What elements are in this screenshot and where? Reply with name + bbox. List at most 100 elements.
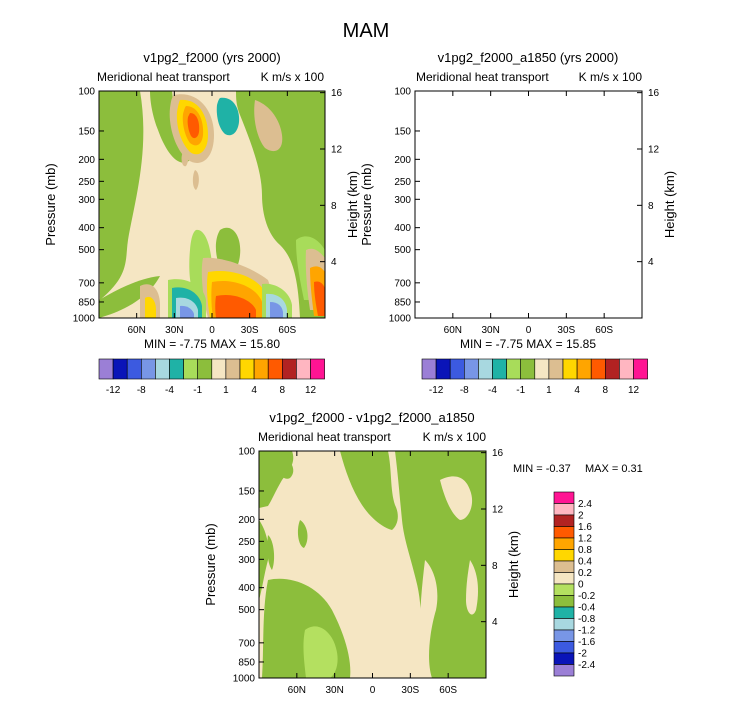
panel-2-region-green-lowwest xyxy=(415,276,476,318)
panel-2-colorbar-label: 12 xyxy=(628,385,640,396)
panel-2-field xyxy=(415,91,642,318)
panel-2-colorbar-swatch xyxy=(619,358,634,380)
panel-3-region-lightgreen-low xyxy=(303,626,338,678)
panel-1-colorbar-swatch xyxy=(155,358,170,380)
panel-3-colorbar-label: 0.8 xyxy=(578,545,592,556)
panel-2-region-lightgreen-polar xyxy=(612,236,642,300)
panel-2-frame xyxy=(414,90,643,319)
panel-3-colorbar-label: -2 xyxy=(578,649,587,660)
panel-1-colorbar-swatch xyxy=(183,358,199,380)
panel-1-ytick-label: 300 xyxy=(78,195,95,206)
panel-3-colorbar-swatch xyxy=(553,595,575,608)
panel-3-colorbar-label: 0 xyxy=(578,580,584,591)
panel-2-xtick-label: 60N xyxy=(444,325,462,336)
panel-1-region-red-surface xyxy=(215,294,256,318)
panel-2-region-orange-polar xyxy=(626,266,642,316)
panel-3-htick-label: 4 xyxy=(492,617,498,628)
panel-1-ylabel-right: Height (km) xyxy=(345,171,360,238)
panel-3-region-tan-east3 xyxy=(466,560,478,615)
panel-1-colorbar-label: 12 xyxy=(305,385,317,396)
panel-1-colorbar-swatch xyxy=(296,358,311,380)
panel-2-region-tan-polar xyxy=(622,249,642,310)
panel-1-colorbar-swatch xyxy=(310,358,325,380)
panel-2-region-orange-surface xyxy=(527,281,578,318)
panel-3-colorbar-label: -0.4 xyxy=(578,603,596,614)
panel-2-colorbar-swatch xyxy=(435,358,451,380)
panel-3-colorbar-label: -0.8 xyxy=(578,614,596,625)
panel-2-htick-label: 8 xyxy=(648,201,654,212)
panel-3-ytick-label: 100 xyxy=(238,447,255,458)
panel-1-xtick-label: 60N xyxy=(127,325,145,336)
panel-1-ytick-label: 150 xyxy=(78,126,95,137)
panel-1-ytick-label: 1000 xyxy=(73,314,96,325)
panel-1-colorbar-swatch xyxy=(225,358,241,380)
panel-3-colorbar-label: 1.6 xyxy=(578,522,592,533)
panel-3-stats-max: MAX = 0.31 xyxy=(585,463,643,475)
panel-2-region-tan-spot xyxy=(498,152,505,167)
panel-3-colorbar-swatch xyxy=(553,572,575,585)
panel-2-region-lightblue-sfc2 xyxy=(582,294,603,318)
panel-3-colorbar-label: 2.4 xyxy=(578,499,592,510)
panel-1-subtitle-right: K m/s x 100 xyxy=(261,70,325,84)
panel-1-htick-label: 12 xyxy=(331,144,343,155)
panel-2-background xyxy=(415,91,642,318)
panel-2-ytick-label: 1000 xyxy=(389,314,412,325)
panel-3-field xyxy=(259,451,486,678)
panel-3: v1pg2_f2000 - v1pg2_f2000_a1850 Meridion… xyxy=(203,410,643,696)
panel-3-ytick-label: 850 xyxy=(238,657,255,668)
panel-1-colorbar-swatch xyxy=(169,358,184,380)
panel-2-stats: MIN = -7.75 MAX = 15.85 xyxy=(460,337,596,351)
panel-3-xtick-label: 30N xyxy=(325,685,343,696)
panel-3-colorbar-swatch xyxy=(553,514,575,527)
panel-1-colorbar-label: -8 xyxy=(137,385,146,396)
panel-2-ylabel: Pressure (mb) xyxy=(359,163,374,245)
panel-3-region-green-spot1 xyxy=(278,455,294,479)
panel-3-colorbar-swatch xyxy=(553,664,575,677)
panel-2-region-green-east xyxy=(552,91,642,318)
panel-1-colorbar-swatch xyxy=(141,358,156,380)
panel-2-region-teal-jet xyxy=(533,98,555,135)
panel-1-htick-label: 8 xyxy=(331,201,337,212)
panel-2-region-lightgreen-sfc xyxy=(484,279,522,318)
panel-1-colorbar-label: 8 xyxy=(280,385,286,396)
panel-1-colorbar-swatch xyxy=(239,358,255,380)
panel-3-ylabel: Pressure (mb) xyxy=(203,523,218,605)
panel-2-axes: 60N 30N 0 30S 60S 100 150 200 250 300 400 500 700 850… xyxy=(359,87,677,337)
panel-2-subtitle-left: Meridional heat transport xyxy=(416,70,549,84)
panel-2-region-teal-sfc xyxy=(488,287,518,318)
panel-2-colorbar-swatch xyxy=(478,358,493,380)
panel-3-ylabel-right: Height (km) xyxy=(506,531,521,598)
panel-1-axes: 60N 30N 0 30S 60S 100 150 200 250 300 400 500 700 850… xyxy=(43,87,360,337)
panel-1-xtick-label: 30S xyxy=(241,325,259,336)
panel-1-colorbar-swatch xyxy=(126,358,142,380)
panel-1-field xyxy=(99,91,325,318)
panel-2-region-tan-spot2 xyxy=(509,170,515,190)
panel-2-colorbar-label: -1 xyxy=(516,385,525,396)
panel-2-region-yellow-west-sfc xyxy=(461,297,472,318)
panel-3-ytick-label: 500 xyxy=(238,605,255,616)
panel-1-ytick-label: 400 xyxy=(78,223,95,234)
panel-1-ylabel: Pressure (mb) xyxy=(43,163,58,245)
panel-2-subtitle-right: K m/s x 100 xyxy=(579,70,643,84)
panel-3-colorbar-swatch xyxy=(553,583,575,596)
panel-2: v1pg2_f2000_a1850 (yrs 2000) Meridional … xyxy=(359,50,677,396)
panel-2-colorbar: -12 -8 -4 -1 1 4 8 12 xyxy=(421,358,648,396)
panel-2-colorbar-swatch xyxy=(576,358,592,380)
panel-2-colorbar-label: 1 xyxy=(546,385,552,396)
panel-1-colorbar-label: -12 xyxy=(106,385,121,396)
panel-3-colorbar-swatch xyxy=(553,652,575,665)
panel-2-htick-label: 4 xyxy=(648,257,654,268)
panel-2-region-tan-west-sfc xyxy=(456,284,476,318)
panel-2-colorbar-label: 8 xyxy=(603,385,609,396)
panel-3-region-green-spot3 xyxy=(267,535,275,570)
panel-3-subtitle-left: Meridional heat transport xyxy=(258,430,391,444)
panel-1-htick-label: 4 xyxy=(331,257,337,268)
panel-3-colorbar-label: 1.2 xyxy=(578,534,592,545)
panel-1-region-red-jet xyxy=(187,113,200,139)
panel-2-ytick-label: 200 xyxy=(394,155,411,166)
panel-3-xtick-label: 0 xyxy=(370,685,376,696)
panel-2-xtick-label: 60S xyxy=(595,325,613,336)
panel-3-colorbar-label: -0.2 xyxy=(578,591,596,602)
panel-1-ytick-label: 250 xyxy=(78,177,95,188)
panel-2-ytick-label: 400 xyxy=(394,223,411,234)
